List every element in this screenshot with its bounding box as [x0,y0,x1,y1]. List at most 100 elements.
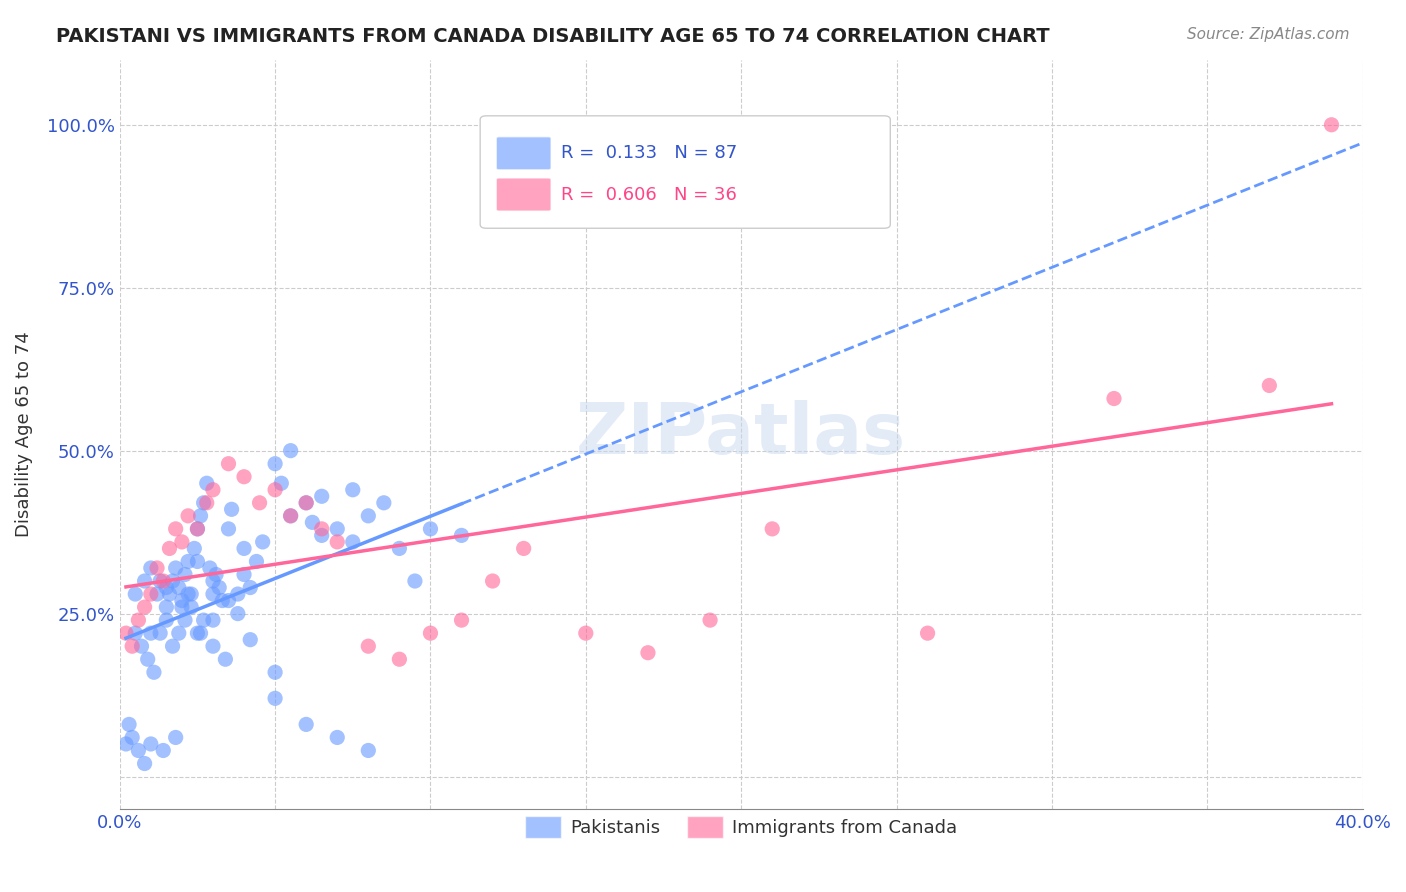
Point [127,613,149,627]
Point [388,541,411,556]
Point [637,646,659,660]
Point [193,496,215,510]
Point [295,496,318,510]
Point [699,613,721,627]
Point [190,508,212,523]
Point [280,508,302,523]
Point [118,717,141,731]
Point [295,717,318,731]
Point [149,574,172,588]
Point [264,483,287,497]
Point [326,731,349,745]
Point [226,587,249,601]
Point [134,574,156,588]
Point [195,476,218,491]
Point [174,567,197,582]
Point [264,457,287,471]
Point [342,535,364,549]
Point [326,535,349,549]
Point [139,626,162,640]
Point [218,522,240,536]
Text: ZIPatlas: ZIPatlas [576,400,907,469]
Point [342,483,364,497]
Point [165,561,187,575]
Point [177,508,200,523]
Point [404,574,426,588]
Point [450,528,472,542]
Point [264,691,287,706]
Point [167,626,190,640]
Point [201,587,224,601]
Point [201,639,224,653]
Point [115,737,138,751]
Point [201,574,224,588]
Text: R =  0.133   N = 87: R = 0.133 N = 87 [561,145,737,162]
Point [115,626,138,640]
Text: PAKISTANI VS IMMIGRANTS FROM CANADA DISABILITY AGE 65 TO 74 CORRELATION CHART: PAKISTANI VS IMMIGRANTS FROM CANADA DISA… [56,27,1050,45]
Point [124,587,146,601]
Point [208,581,231,595]
Point [252,535,274,549]
Point [326,522,349,536]
FancyBboxPatch shape [496,136,551,169]
Point [357,639,380,653]
Point [1258,378,1281,392]
Point [311,489,333,503]
Point [180,600,202,615]
Point [214,652,236,666]
Point [174,613,197,627]
Point [186,522,208,536]
Point [1320,118,1343,132]
Point [134,756,156,771]
Point [152,743,174,757]
Point [195,496,218,510]
Point [186,522,208,536]
Point [373,496,395,510]
Text: R =  0.606   N = 36: R = 0.606 N = 36 [561,186,737,203]
Point [127,743,149,757]
Point [205,567,228,582]
Point [211,593,233,607]
Point [165,731,187,745]
Point [419,626,441,640]
Point [575,626,598,640]
Point [170,600,193,615]
Point [450,613,472,627]
Point [139,561,162,575]
Point [221,502,243,516]
Point [124,626,146,640]
Point [121,731,143,745]
Point [301,516,323,530]
Point [139,737,162,751]
Point [233,541,256,556]
Point [121,639,143,653]
Point [165,522,187,536]
Point [177,587,200,601]
Point [218,457,240,471]
Point [357,743,380,757]
Point [146,587,169,601]
Point [761,522,783,536]
Point [159,587,181,601]
FancyBboxPatch shape [496,178,551,211]
Point [419,522,441,536]
Point [1102,392,1125,406]
Point [131,639,153,653]
Point [512,541,534,556]
Point [245,554,267,568]
Point [280,508,302,523]
Point [186,626,208,640]
FancyBboxPatch shape [481,116,890,228]
Point [481,574,503,588]
Point [139,587,162,601]
Point [170,535,193,549]
Point [249,496,271,510]
Point [167,581,190,595]
Point [136,652,159,666]
Point [388,652,411,666]
Point [177,554,200,568]
Point [186,554,208,568]
Point [239,632,262,647]
Point [233,567,256,582]
Point [134,600,156,615]
